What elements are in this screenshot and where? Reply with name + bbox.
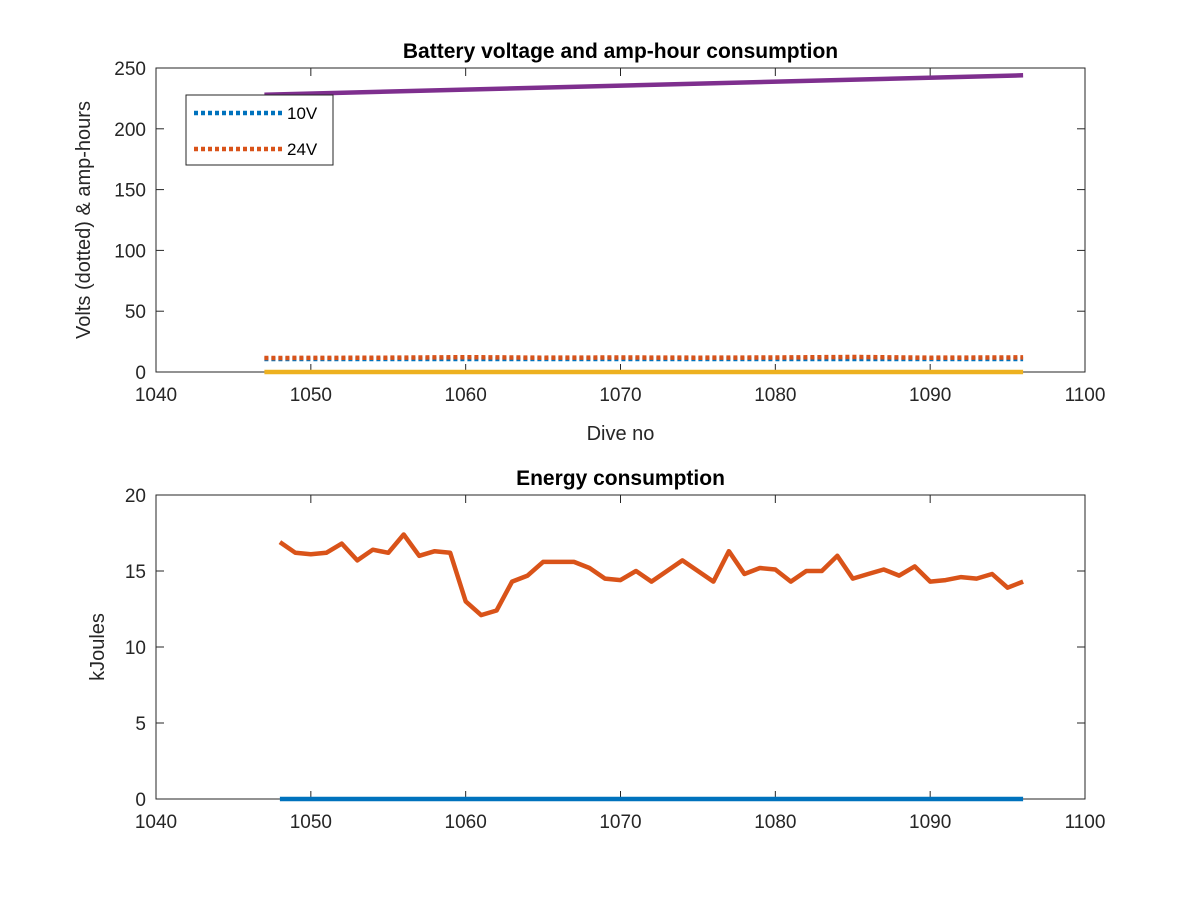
legend-entry-24v: 24V <box>287 140 318 159</box>
x-tick-label: 1040 <box>135 812 177 833</box>
series-line-2 <box>278 532 1024 618</box>
x-tick-label: 1080 <box>754 812 796 833</box>
x-tick-label: 1090 <box>909 812 951 833</box>
legend-entry-10v: 10V <box>287 104 318 123</box>
y-tick-label: 200 <box>114 120 146 141</box>
x-tick-label: 1050 <box>290 385 332 406</box>
x-tick-label: 1050 <box>290 812 332 833</box>
x-axis-label: Dive no <box>587 423 655 445</box>
y-tick-label: 0 <box>135 363 146 384</box>
y-axis-label: kJoules <box>87 613 109 681</box>
x-tick-label: 1060 <box>445 385 487 406</box>
x-tick-label: 1070 <box>599 812 641 833</box>
chart-1: Battery voltage and amp-hour consumption… <box>73 40 1105 445</box>
legend-box <box>185 94 334 166</box>
x-tick-label: 1040 <box>135 385 177 406</box>
y-tick-label: 250 <box>114 59 146 80</box>
x-tick-label: 1100 <box>1065 385 1106 406</box>
y-tick-label: 50 <box>125 302 146 323</box>
y-tick-label: 5 <box>135 714 146 735</box>
legend: 10V 24V <box>185 94 334 166</box>
x-tick-label: 1090 <box>909 385 951 406</box>
chart-title: Energy consumption <box>516 467 725 490</box>
x-tick-label: 1080 <box>754 385 796 406</box>
plot-area <box>155 494 1086 800</box>
y-tick-label: 10 <box>125 638 146 659</box>
x-tick-label: 1060 <box>445 812 487 833</box>
y-tick-label: 0 <box>135 790 146 811</box>
x-tick-label: 1100 <box>1065 812 1106 833</box>
x-tick-label: 1070 <box>599 385 641 406</box>
y-tick-label: 20 <box>125 486 146 507</box>
series-line-24v <box>264 354 1024 361</box>
chart-title: Battery voltage and amp-hour consumption <box>403 40 838 63</box>
series-line-4 <box>264 73 1024 98</box>
y-tick-label: 150 <box>114 181 146 202</box>
y-axis-label: Volts (dotted) & amp-hours <box>73 101 95 339</box>
y-tick-label: 100 <box>114 241 146 262</box>
y-tick-label: 15 <box>125 562 146 583</box>
